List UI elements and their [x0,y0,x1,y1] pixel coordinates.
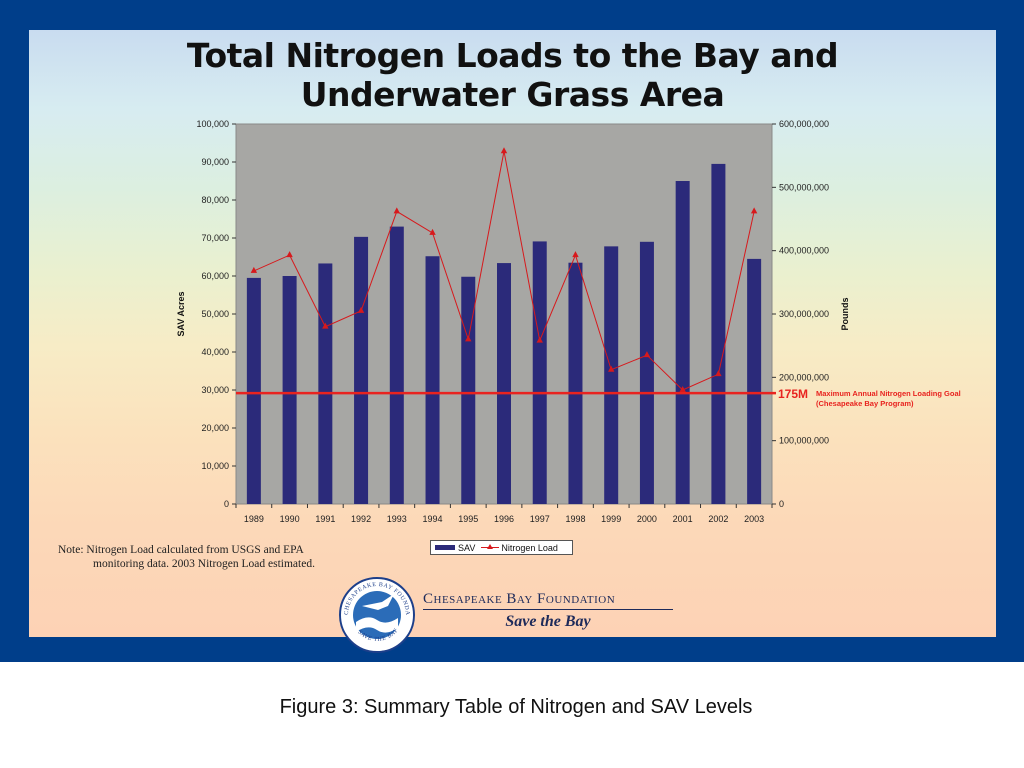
y-right-tick-label: 600,000,000 [779,119,829,129]
y-left-tick-label: 80,000 [201,195,229,205]
nitrogen-load-point [750,207,758,214]
x-tick-label: 2001 [673,514,693,524]
y-right-axis-title: Pounds [840,298,850,331]
foundation-tagline: Save the Bay [505,613,591,630]
foundation-name: Chesapeake Bay Foundation [423,591,673,610]
legend-sav-swatch [435,545,455,550]
sav-bar [389,226,404,504]
nitrogen-load-point [679,386,686,392]
sav-bar [747,258,762,504]
y-left-tick-label: 70,000 [201,233,229,243]
chart-title: Total Nitrogen Loads to the Bay and Unde… [29,36,996,114]
nitrogen-load-point [465,335,472,342]
y-right-tick-label: 400,000,000 [779,246,829,256]
y-right-tick-label: 100,000,000 [779,436,829,446]
sav-bar [604,246,619,505]
nitrogen-load-point [357,306,365,313]
x-tick-label: 1998 [565,514,585,524]
x-tick-label: 2002 [708,514,728,524]
sav-bar [461,276,476,504]
note-line-2: monitoring data. 2003 Nitrogen Load esti… [93,558,315,570]
chart-legend: SAV Nitrogen Load [430,540,573,555]
sav-bar [246,277,261,504]
x-tick-label: 1996 [494,514,514,524]
y-left-tick-label: 90,000 [201,157,229,167]
x-tick-label: 1991 [315,514,335,524]
chart-title-line-1: Total Nitrogen Loads to the Bay and [186,36,839,75]
x-tick-label: 1993 [387,514,407,524]
goal-annotation-line-2: (Chesapeake Bay Program) [816,399,914,408]
legend-nitrogen-swatch [481,544,500,549]
sav-bar [711,163,726,504]
combo-chart: 0 10,000 20,000 30,000 40,000 50,000 60,000 70,… [176,119,961,524]
nitrogen-load-point [250,266,258,273]
x-tick-label: 2003 [744,514,764,524]
nitrogen-load-point [322,322,329,329]
sav-bar [497,263,511,504]
sav-bar [425,256,440,504]
goal-annotation-line-1: Maximum Annual Nitrogen Loading Goal [816,389,961,398]
x-tick-label: 1997 [530,514,550,524]
y-right-tick-label: 500,000,000 [779,182,829,192]
y-left-axis-title: SAV Acres [176,291,186,336]
y-left-tick-label: 20,000 [201,423,229,433]
x-tick-label: 1989 [244,514,264,524]
sav-bar [354,236,369,505]
sav-bar [675,181,690,504]
nitrogen-load-point [393,207,400,214]
y-left-tick-label: 0 [224,499,229,509]
goal-value-label: 175M [778,387,808,401]
y-right-tick-label: 300,000,000 [779,309,829,319]
nitrogen-load-point [572,251,579,258]
sav-bar [318,263,333,504]
x-tick-label: 1994 [423,514,443,524]
y-left-tick-label: 40,000 [201,347,229,357]
chart-note: Note: Nitrogen Load calculated from USGS… [58,543,378,571]
legend-sav-label: SAV [458,542,476,553]
x-tick-label: 1999 [601,514,621,524]
x-tick-label: 1992 [351,514,371,524]
y-right-tick-label: 0 [779,499,784,509]
y-left-tick-label: 100,000 [196,119,229,129]
sav-bar [568,262,583,504]
sav-bar [639,241,654,505]
sav-bar [282,276,297,504]
y-right-tick-label: 200,000,000 [779,372,829,382]
x-tick-label: 1990 [280,514,300,524]
nitrogen-load-point [643,351,651,358]
foundation-seal-logo: CHESAPEAKE BAY FOUNDATION SAVE THE BAY [338,576,415,653]
nitrogen-load-point [286,251,293,258]
chart-title-line-2: Underwater Grass Area [300,75,725,114]
y-left-tick-label: 50,000 [201,309,229,319]
y-left-tick-label: 30,000 [201,385,229,395]
nitrogen-load-point [608,365,615,372]
nitrogen-load-point [500,147,508,154]
x-tick-label: 1995 [458,514,478,524]
note-line-1: Note: Nitrogen Load calculated from USGS… [58,544,304,556]
y-left-tick-label: 60,000 [201,271,229,281]
figure-caption: Figure 3: Summary Table of Nitrogen and … [279,696,753,718]
x-tick-label: 2000 [637,514,657,524]
sav-bar [532,241,547,505]
nitrogen-load-point [715,370,722,377]
nitrogen-load-point [536,336,543,343]
legend-nitrogen-label: Nitrogen Load [501,542,558,553]
y-left-tick-label: 10,000 [201,461,229,471]
nitrogen-load-point [429,228,436,235]
